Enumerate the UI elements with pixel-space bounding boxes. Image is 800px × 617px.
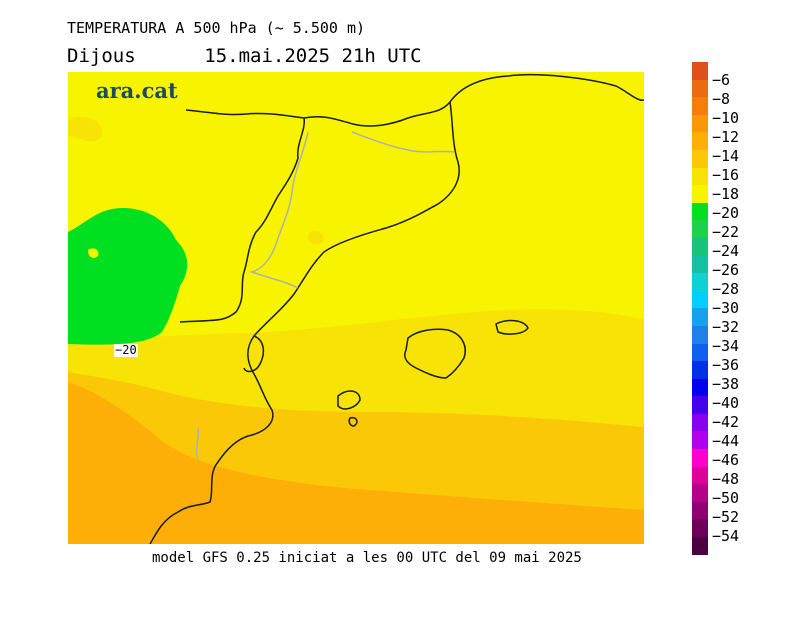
legend-tick-label: −36 xyxy=(712,356,740,374)
legend-tick-label: −40 xyxy=(712,394,740,412)
coast-formentera xyxy=(348,416,358,427)
map-title: TEMPERATURA A 500 hPa (~ 5.500 m) xyxy=(67,19,366,37)
coast-france xyxy=(185,74,644,127)
legend-tick-label: −48 xyxy=(712,470,740,488)
legend-swatch xyxy=(692,237,708,256)
legend-swatch xyxy=(692,132,708,150)
color-legend xyxy=(692,62,708,555)
cold-pocket-green xyxy=(68,208,188,345)
patch-small xyxy=(308,231,324,245)
border-pyrenees xyxy=(351,131,455,153)
cold-pocket-dot xyxy=(88,248,99,258)
legend-tick-label: −54 xyxy=(712,527,740,545)
legend-swatch xyxy=(692,537,708,555)
legend-tick-label: −38 xyxy=(712,375,740,393)
legend-swatch xyxy=(692,79,708,98)
contour-label: −20 xyxy=(114,343,138,357)
legend-tick-label: −14 xyxy=(712,147,740,165)
legend-tick-label: −32 xyxy=(712,318,740,336)
temperature-map xyxy=(68,72,644,544)
ara-cat-logo[interactable]: ara.cat xyxy=(96,78,178,103)
legend-swatch xyxy=(692,62,708,80)
legend-swatch xyxy=(692,290,708,309)
legend-tick-label: −26 xyxy=(712,261,740,279)
legend-swatch xyxy=(692,361,708,379)
coast-ibiza xyxy=(337,390,361,410)
legend-tick-label: −34 xyxy=(712,337,740,355)
patch-top-left xyxy=(68,116,103,142)
border-valencia xyxy=(195,427,200,461)
legend-swatch xyxy=(692,501,708,520)
legend-swatch xyxy=(692,220,708,238)
legend-swatch xyxy=(692,413,708,432)
legend-tick-label: −20 xyxy=(712,204,740,222)
legend-tick-label: −16 xyxy=(712,166,740,184)
legend-swatch xyxy=(692,185,708,203)
legend-swatch xyxy=(692,484,708,502)
legend-swatch xyxy=(692,378,708,397)
legend-swatch xyxy=(692,149,708,168)
coast-ebro-delta xyxy=(243,335,265,373)
legend-tick-label: −42 xyxy=(712,413,740,431)
coast-catalonia xyxy=(149,101,460,544)
legend-swatch xyxy=(692,396,708,414)
legend-swatch xyxy=(692,519,708,538)
legend-tick-label: −52 xyxy=(712,508,740,526)
border-catalonia-aragon xyxy=(249,131,309,289)
coast-mallorca xyxy=(404,328,466,379)
legend-tick-label: −12 xyxy=(712,128,740,146)
legend-swatch xyxy=(692,114,708,133)
legend-tick-label: −50 xyxy=(712,489,740,507)
legend-tick-label: −24 xyxy=(712,242,740,260)
legend-tick-label: −6 xyxy=(712,71,731,89)
legend-tick-label: −10 xyxy=(712,109,740,127)
legend-tick-label: −46 xyxy=(712,451,740,469)
legend-swatch xyxy=(692,325,708,344)
legend-swatch xyxy=(692,273,708,291)
coast-menorca xyxy=(495,319,529,335)
map-subtitle: Dijous 15.mai.2025 21h UTC xyxy=(67,45,422,67)
legend-tick-label: −22 xyxy=(712,223,740,241)
legend-tick-label: −18 xyxy=(712,185,740,203)
band-orange xyxy=(68,382,644,544)
legend-swatch xyxy=(692,167,708,186)
model-info: model GFS 0.25 iniciat a les 00 UTC del … xyxy=(152,550,582,566)
legend-swatch xyxy=(692,97,708,115)
legend-swatch xyxy=(692,431,708,450)
legend-swatch xyxy=(692,308,708,326)
legend-tick-label: −8 xyxy=(712,90,731,108)
legend-tick-label: −28 xyxy=(712,280,740,298)
legend-swatch xyxy=(692,343,708,362)
coast-andorra-border xyxy=(179,117,305,323)
legend-swatch xyxy=(692,255,708,274)
legend-swatch xyxy=(692,449,708,467)
legend-tick-label: −30 xyxy=(712,299,740,317)
legend-swatch xyxy=(692,202,708,221)
legend-tick-label: −44 xyxy=(712,432,740,450)
legend-swatch xyxy=(692,466,708,485)
